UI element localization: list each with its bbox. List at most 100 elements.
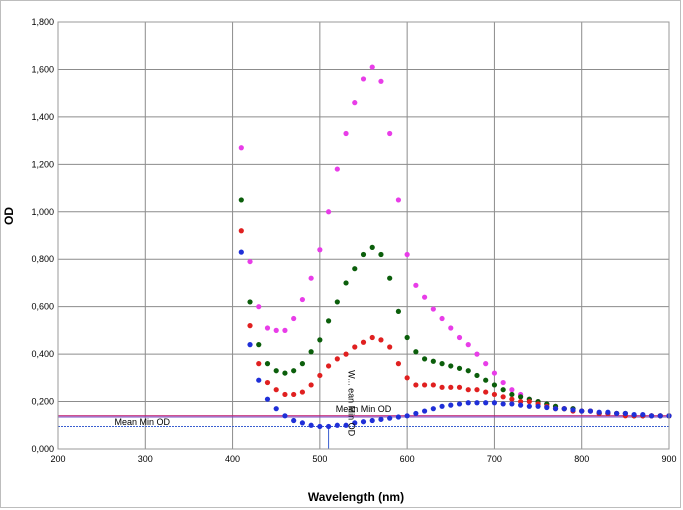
data-point <box>500 387 506 393</box>
data-point <box>395 197 402 203</box>
data-point <box>256 304 262 310</box>
data-point <box>500 394 506 400</box>
data-point <box>264 396 271 402</box>
data-point <box>247 299 253 305</box>
data-point <box>535 403 541 409</box>
data-point <box>395 361 402 367</box>
data-point <box>448 363 454 369</box>
y-tick-label: 0,400 <box>31 349 54 359</box>
data-point <box>456 384 463 390</box>
x-tick-label: 400 <box>225 454 240 464</box>
data-point <box>291 391 297 398</box>
data-point <box>264 379 271 386</box>
y-tick-labels: 0,000 0,200 0,400 0,600 0,800 1,000 1,200 1,400… <box>31 17 54 454</box>
data-point <box>387 415 393 421</box>
data-point <box>378 78 384 84</box>
data-point <box>509 396 515 402</box>
x-tick-label: 800 <box>574 454 589 464</box>
data-point <box>404 334 410 341</box>
data-point <box>291 315 297 322</box>
data-point <box>325 363 332 369</box>
data-point <box>256 342 262 348</box>
y-tick-label: 0,800 <box>31 254 54 264</box>
data-point <box>360 419 367 425</box>
data-point <box>422 408 428 414</box>
data-point <box>448 384 454 390</box>
data-point <box>308 349 314 355</box>
data-point <box>413 349 419 355</box>
data-point <box>657 413 663 419</box>
y-tick-label: 1,200 <box>31 159 54 169</box>
data-point <box>343 130 349 137</box>
data-point <box>526 403 532 409</box>
data-point <box>491 391 498 398</box>
data-point <box>247 258 253 265</box>
data-point <box>291 417 297 424</box>
x-axis-title: Wavelength (nm) <box>308 490 404 504</box>
data-point <box>579 408 585 414</box>
data-point <box>439 361 445 367</box>
x-tick-label: 700 <box>487 454 502 464</box>
data-point <box>395 414 402 420</box>
data-point <box>518 398 524 405</box>
data-point <box>317 423 323 430</box>
data-point <box>343 280 349 286</box>
data-point <box>238 249 244 255</box>
data-point <box>439 384 445 390</box>
data-point <box>334 299 340 305</box>
data-point <box>518 402 524 408</box>
data-point <box>413 410 419 417</box>
data-point <box>404 375 410 381</box>
data-point <box>387 275 393 281</box>
data-point <box>491 400 498 406</box>
data-point <box>640 412 646 418</box>
data-point <box>299 389 305 395</box>
data-point <box>325 423 332 430</box>
data-point <box>474 387 480 393</box>
data-point <box>308 275 314 281</box>
y-tick-label: 1,600 <box>31 64 54 74</box>
data-point <box>256 361 262 367</box>
data-point <box>352 266 358 272</box>
data-point <box>430 306 436 312</box>
data-point <box>325 318 332 324</box>
data-point <box>456 401 463 407</box>
data-point <box>465 342 471 348</box>
data-point <box>439 403 445 409</box>
data-point <box>465 368 471 374</box>
data-point <box>439 315 445 322</box>
data-point <box>360 339 367 345</box>
data-point <box>273 368 279 374</box>
data-point <box>526 398 532 405</box>
data-point <box>395 308 402 315</box>
data-point <box>352 344 358 350</box>
data-point <box>614 410 620 417</box>
data-point <box>317 372 323 379</box>
data-point <box>273 387 279 393</box>
data-point <box>430 358 436 364</box>
data-point <box>317 247 323 253</box>
data-point <box>308 422 314 428</box>
data-point <box>456 365 463 371</box>
data-point <box>238 197 244 203</box>
x-tick-label: 900 <box>661 454 676 464</box>
data-point <box>422 356 428 362</box>
data-point <box>273 406 279 412</box>
mean-min-od-lower-label: Mean Min OD <box>115 417 171 427</box>
data-point <box>247 323 253 329</box>
data-point <box>544 404 550 411</box>
data-point <box>474 351 480 357</box>
data-point <box>369 417 375 424</box>
data-point <box>387 130 393 137</box>
data-point <box>317 337 323 343</box>
data-point <box>238 145 244 151</box>
data-point <box>422 294 428 300</box>
data-point <box>500 401 506 407</box>
data-point <box>483 389 489 395</box>
data-point <box>264 325 271 331</box>
data-point <box>378 251 384 258</box>
y-axis-title: OD <box>2 207 16 225</box>
data-point <box>622 410 628 417</box>
data-point <box>413 382 419 388</box>
